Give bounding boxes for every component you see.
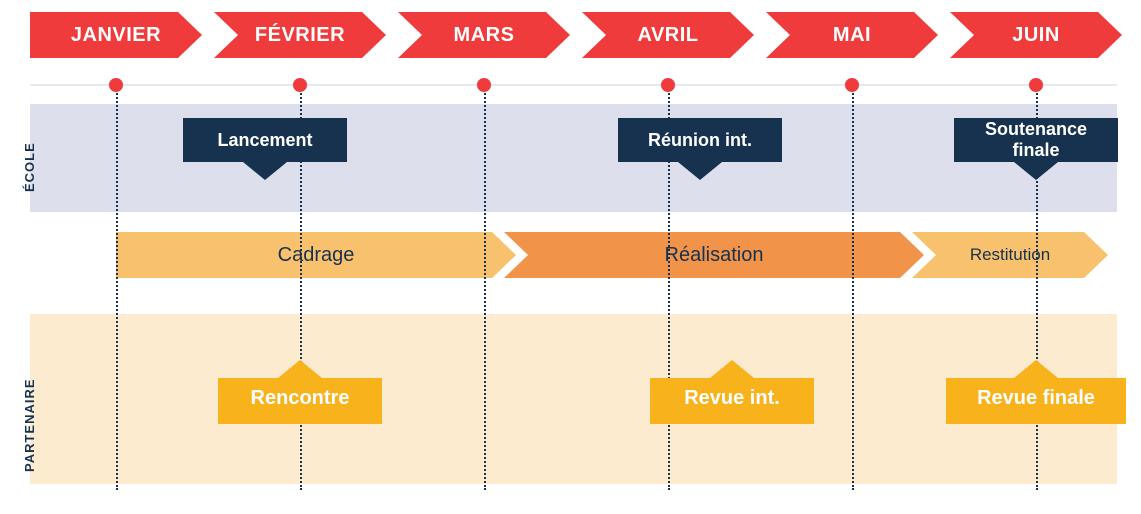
phase-arrow: Cadrage: [116, 232, 516, 278]
partenaire-milestone: Revue int.: [650, 360, 814, 424]
ecole-milestone-label: Soutenancefinale: [985, 119, 1087, 160]
timeline-vline: [484, 86, 486, 490]
lane-ecole-label: ÉCOLE: [22, 142, 37, 192]
ecole-milestone: Lancement: [183, 118, 347, 180]
month-arrow: AVRIL: [582, 12, 754, 58]
partenaire-milestone-label: Revue int.: [684, 375, 780, 410]
timeline-dot: [109, 78, 123, 92]
timeline-vline: [116, 86, 118, 490]
timeline-dot: [1029, 78, 1043, 92]
ecole-milestone: Réunion int.: [618, 118, 782, 180]
timeline-dot: [293, 78, 307, 92]
month-label: JUIN: [1012, 24, 1060, 47]
lane-partenaire-label: PARTENAIRE: [22, 378, 37, 472]
month-label: MARS: [454, 24, 515, 47]
month-arrow: MAI: [766, 12, 938, 58]
ecole-milestone: Soutenancefinale: [954, 118, 1118, 180]
month-arrow: JUIN: [950, 12, 1122, 58]
month-label: FÉVRIER: [255, 24, 345, 47]
partenaire-milestone: Rencontre: [218, 360, 382, 424]
phase-label: Cadrage: [278, 244, 355, 267]
partenaire-milestone-label: Rencontre: [251, 375, 350, 410]
month-label: AVRIL: [637, 24, 698, 47]
timeline-dot: [477, 78, 491, 92]
month-label: JANVIER: [71, 24, 161, 47]
month-arrow: JANVIER: [30, 12, 202, 58]
phase-label: Réalisation: [665, 244, 764, 267]
phase-arrow: Restitution: [912, 232, 1108, 278]
month-arrow: MARS: [398, 12, 570, 58]
partenaire-milestone: Revue finale: [946, 360, 1126, 424]
ecole-milestone-label: Lancement: [217, 130, 312, 151]
phase-arrow: Réalisation: [504, 232, 924, 278]
month-arrow: FÉVRIER: [214, 12, 386, 58]
month-label: MAI: [833, 24, 871, 47]
phases-row: Cadrage Réalisation Restitution: [0, 232, 1141, 278]
timeline-dot: [845, 78, 859, 92]
timeline-dot: [661, 78, 675, 92]
months-rule: [30, 84, 1117, 86]
partenaire-milestone-label: Revue finale: [977, 375, 1095, 410]
timeline-diagram: JANVIER FÉVRIER MARS AVRIL MAI JUIN ÉCOLE PAR…: [0, 0, 1141, 514]
ecole-milestone-label: Réunion int.: [648, 130, 752, 151]
phase-label: Restitution: [970, 245, 1050, 265]
months-row: JANVIER FÉVRIER MARS AVRIL MAI JUIN: [30, 12, 1141, 58]
timeline-vline: [852, 86, 854, 490]
